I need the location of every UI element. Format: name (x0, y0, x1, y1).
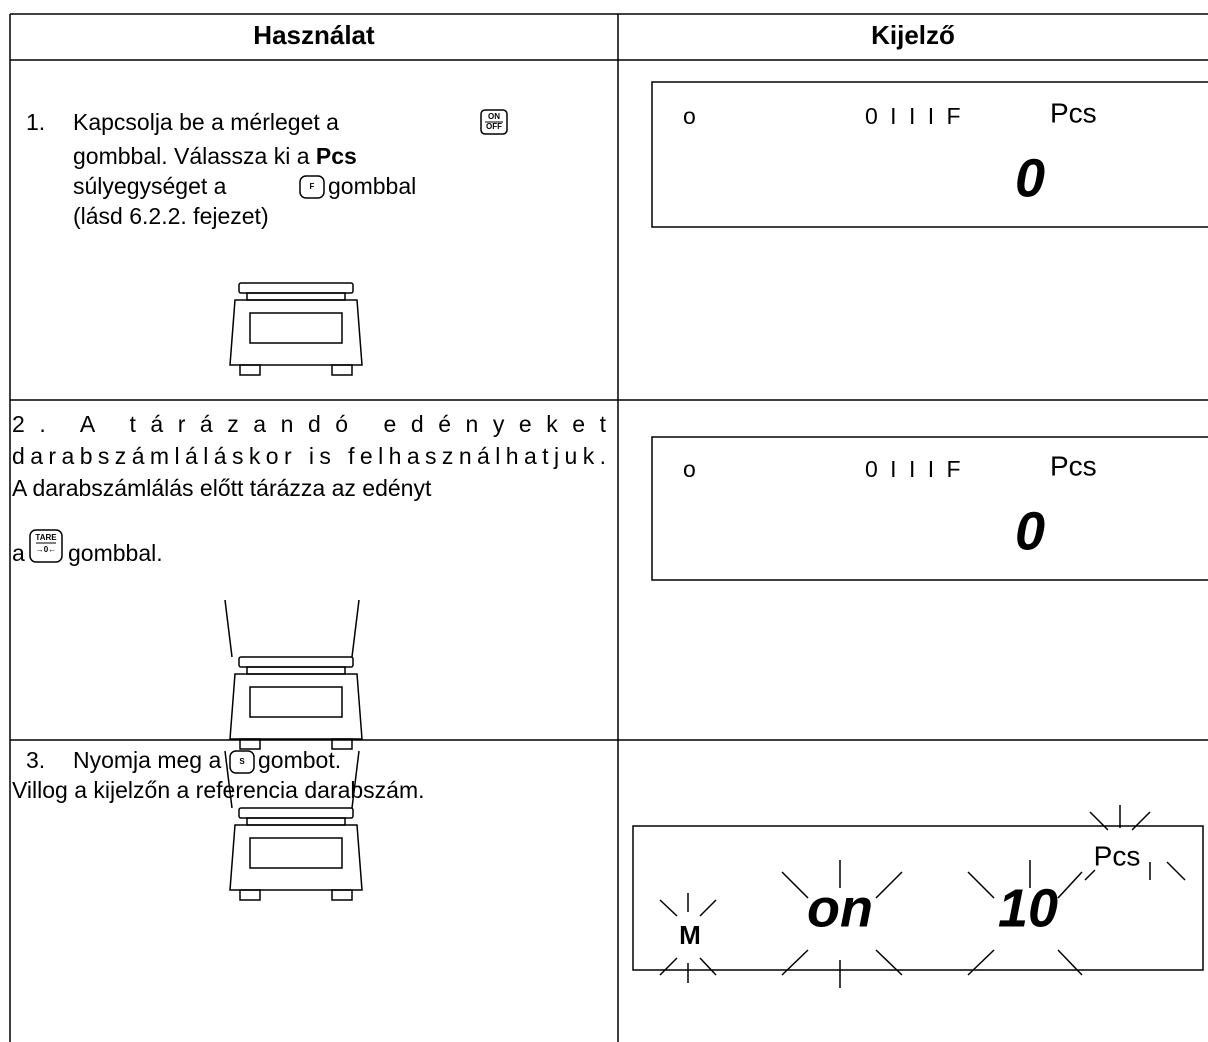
key-label: →0← (36, 545, 56, 554)
key-label: OFF (486, 122, 502, 131)
key-icon: F (299, 175, 325, 199)
instruction-text: súlyegységet a (73, 173, 227, 199)
instruction-text: gombbal. Válassza ki a Pcs (73, 143, 357, 169)
scale-icon (229, 282, 363, 376)
key-label: F (310, 182, 315, 191)
step-number: 3. (26, 747, 45, 773)
key-label: TARE (35, 533, 57, 542)
instruction-text: a (12, 540, 25, 566)
scale-icon (229, 656, 363, 750)
display-box (651, 436, 1208, 581)
key-label: S (239, 757, 245, 766)
display-unit: Pcs (1094, 840, 1141, 871)
bold-text: Pcs (316, 143, 357, 169)
table-grid (9, 13, 1208, 1042)
instruction-text: gombbal (328, 173, 416, 199)
instruction-text: darabszámláláskor is felhasználhatjuk. (12, 443, 606, 469)
instruction-text: Nyomja meg a (73, 747, 221, 773)
display-memory: M (679, 920, 701, 950)
display-segments: 0 I I I F (865, 103, 961, 129)
key-label: ON (488, 112, 500, 121)
display-unit: Pcs (1050, 450, 1097, 481)
container-icon (224, 599, 360, 658)
display-mode: on (807, 878, 873, 938)
flash-rays (659, 805, 1186, 988)
display-box (632, 825, 1204, 971)
display-unit: Pcs (1050, 97, 1097, 128)
instruction-text: Villog a kijelzőn a referencia darabszám… (12, 777, 425, 803)
display-value: 0 (1015, 148, 1045, 208)
display-box (651, 81, 1208, 228)
display-indicator: o (683, 456, 696, 482)
display-indicator: o (683, 103, 696, 129)
display-segments: 0 I I I F (865, 456, 961, 482)
key-icon: TARE →0← (29, 529, 63, 563)
instruction-text: A darabszámlálás előtt tárázza az edényt (12, 475, 432, 501)
step-number: 1. (26, 109, 45, 135)
key-icon: ON OFF (480, 109, 508, 135)
instruction-text: gombot. (258, 747, 341, 773)
key-icon: S (229, 750, 255, 774)
scale-icon (229, 807, 363, 901)
instruction-text: 2. A tárázandó edényeket (12, 411, 607, 437)
instruction-text: gombbal. (68, 540, 163, 566)
instruction-text: Kapcsolja be a mérleget a (73, 109, 339, 135)
display-value: 0 (1015, 501, 1045, 561)
header-cell: Kijelző (871, 20, 955, 50)
header-cell: Használat (253, 20, 375, 50)
instruction-text: (lásd 6.2.2. fejezet) (73, 203, 269, 229)
display-value: 10 (998, 878, 1058, 938)
text: gombbal. Válassza ki a (73, 143, 310, 169)
